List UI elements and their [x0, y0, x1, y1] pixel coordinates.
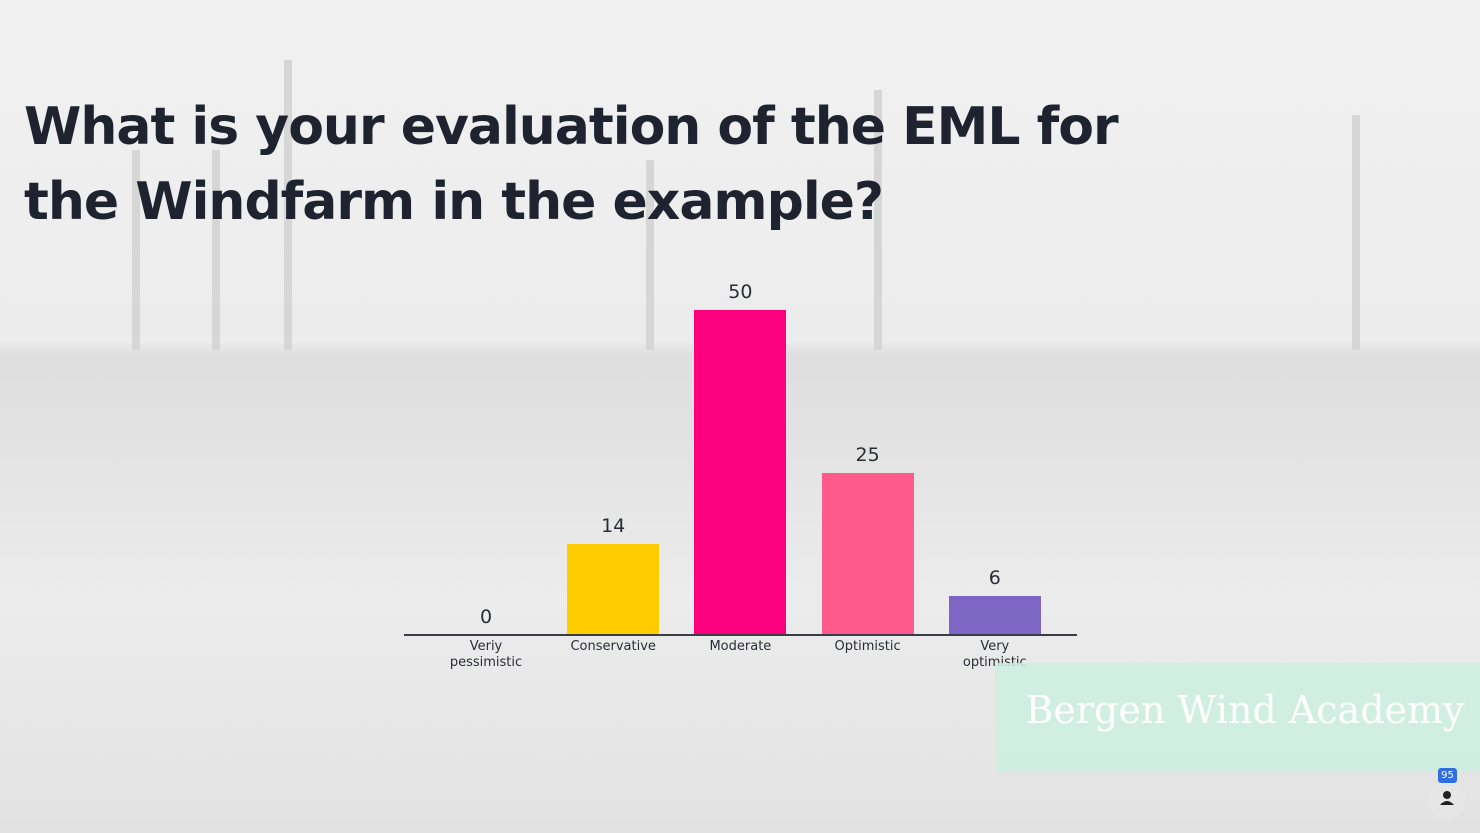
category-label: Veriy pessimistic — [449, 639, 523, 670]
baseline — [404, 634, 1077, 636]
bar — [948, 596, 1041, 635]
background-turbine — [132, 150, 140, 350]
background-turbine — [1352, 115, 1360, 350]
category-label: Conservative — [570, 639, 656, 654]
chart-title: What is your evaluation of the EML for t… — [24, 97, 1119, 232]
value-label: 14 — [601, 515, 626, 537]
background-turbine — [284, 60, 292, 350]
background-turbine — [874, 90, 882, 350]
value-label: 6 — [988, 567, 1001, 589]
background-turbine — [212, 150, 220, 350]
watermark: Bergen Wind Academy — [1025, 688, 1465, 732]
category-label: Moderate — [709, 639, 772, 654]
background-turbine — [646, 160, 654, 350]
bar — [567, 544, 660, 635]
participants-button[interactable] — [1428, 781, 1466, 819]
value-label: 0 — [479, 606, 493, 628]
user-icon — [1440, 791, 1454, 805]
participant-count: 95 — [1438, 768, 1457, 783]
category-label: Optimistic — [834, 639, 901, 654]
value-label: 50 — [728, 281, 753, 303]
watermark-box — [995, 663, 1480, 772]
bar — [821, 472, 914, 635]
value-label: 25 — [855, 443, 880, 466]
bar — [694, 310, 787, 635]
